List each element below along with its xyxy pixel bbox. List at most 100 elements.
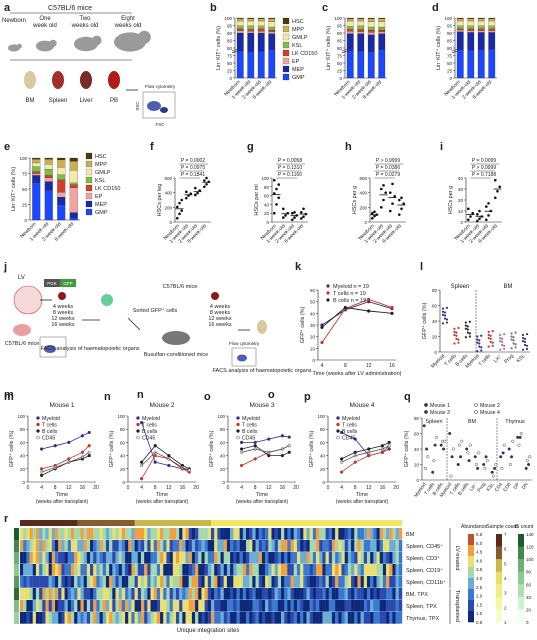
sample-count-cell: [287, 520, 295, 526]
heatmap-cell: [293, 600, 298, 612]
sample-count-cell: [306, 520, 314, 526]
y-tick-label: 0: [322, 480, 325, 485]
data-point: [502, 443, 506, 447]
heatmap-cell: [354, 600, 358, 612]
colorbar-tick-label: 2.0: [476, 594, 483, 599]
x-tick-label: DN: [521, 481, 530, 491]
legend-label: GMLP: [292, 35, 308, 41]
heatmap-cell: [341, 552, 345, 564]
data-point: [478, 339, 481, 342]
gfp-box: [60, 279, 76, 287]
heatmap-cell: [32, 576, 37, 588]
heatmap-cell: [249, 540, 253, 552]
heatmap-cell: [191, 588, 196, 600]
data-point: [423, 466, 427, 470]
colorbar-tick-label: 2.5: [476, 585, 483, 590]
heatmap-cell: [67, 588, 72, 600]
bar-segment: [477, 49, 485, 79]
bar-segment: [367, 18, 375, 22]
legend-swatch: [474, 403, 478, 407]
data-point: [510, 335, 513, 338]
legend-swatch: [85, 208, 93, 216]
data-point: [445, 306, 449, 309]
legend-label: MEP: [95, 202, 107, 208]
heatmap-cell: [293, 576, 298, 588]
heatmap-cell: [185, 540, 189, 552]
heatmap-cell: [134, 540, 138, 552]
colorbar-tick-label: 140: [526, 532, 534, 537]
heatmap-cell: [239, 588, 244, 600]
heatmap-cell: [277, 564, 282, 576]
heatmap-cell: [67, 612, 72, 624]
heatmap-cell: [163, 528, 167, 540]
sample-count-cell: [191, 520, 199, 526]
colorbar-cell: [496, 559, 502, 573]
data-point: [443, 311, 447, 314]
bar-segment: [69, 170, 78, 183]
heatmap-cell: [376, 612, 380, 624]
is-count-cell: [14, 588, 19, 600]
heatmap-cell: [134, 612, 138, 624]
heatmap-cell: [99, 540, 103, 552]
y-tick-label: 0: [312, 358, 315, 363]
sample-count-cell: [153, 520, 161, 526]
blood-drop-icon: [58, 292, 66, 300]
heatmap-cell: [268, 564, 272, 576]
heatmap-cell: [140, 528, 145, 540]
heatmap-cell: [277, 540, 282, 552]
heatmap-cell: [131, 576, 135, 588]
heatmap-cell: [77, 564, 81, 576]
heatmap-cell: [217, 540, 221, 552]
heatmap-cell: [105, 600, 110, 612]
y-tick-label: 90: [447, 31, 453, 36]
x-tick-label: 4: [340, 485, 343, 491]
series-line: [341, 442, 390, 460]
bar-segment: [346, 26, 354, 30]
heatmap-cell: [246, 588, 250, 600]
heatmap-cell: [20, 552, 24, 564]
heatmap-cell: [395, 612, 400, 624]
heatmap-cell: [322, 528, 326, 540]
heatmap-cell: [115, 552, 119, 564]
bar-segment: [367, 51, 375, 79]
sample-count-cell: [370, 520, 377, 526]
bar-segment: [456, 31, 464, 50]
heatmap-cell: [51, 612, 56, 624]
organ-label: Liver: [79, 98, 92, 104]
heatmap-cell: [392, 564, 396, 576]
heatmap-cell: [392, 540, 396, 552]
heatmap-cell: [363, 576, 368, 588]
week-label: 8 weeks: [210, 310, 230, 316]
heatmap-cell: [249, 528, 253, 540]
axis-break: [231, 48, 239, 54]
heatmap-cell: [316, 552, 320, 564]
colorbar-tick-label: 120: [526, 545, 534, 550]
data-point: [487, 345, 490, 348]
heatmap-cell: [23, 600, 27, 612]
heatmap-cell: [306, 540, 310, 552]
colorbar-tick-label: 60: [526, 582, 532, 587]
heatmap-cell: [86, 600, 91, 612]
bar-segment: [69, 157, 78, 162]
sample-count-cell: [51, 520, 59, 526]
bar-segment: [467, 18, 475, 22]
sample-count-cell: [198, 520, 205, 526]
heatmap-cell: [166, 540, 170, 552]
heatmap-cell: [195, 552, 199, 564]
legend-swatch: [282, 41, 290, 49]
heatmap-cell: [370, 576, 374, 588]
heatmap-row-label: Spleen, CD3⁺: [406, 555, 440, 562]
heatmap-cell: [185, 528, 189, 540]
virus-icon: [13, 285, 43, 315]
heatmap-cell: [179, 612, 183, 624]
heatmap-cell: [335, 588, 339, 600]
data-point: [448, 432, 452, 436]
x-tick-label: 16: [280, 485, 286, 491]
bar-segment: [69, 182, 78, 185]
bar-segment: [467, 30, 475, 33]
heatmap-cell: [99, 552, 103, 564]
bar-segment: [488, 28, 496, 31]
sample-count-cell: [242, 520, 250, 526]
heatmap-cell: [370, 552, 374, 564]
heatmap-cell: [338, 564, 342, 576]
